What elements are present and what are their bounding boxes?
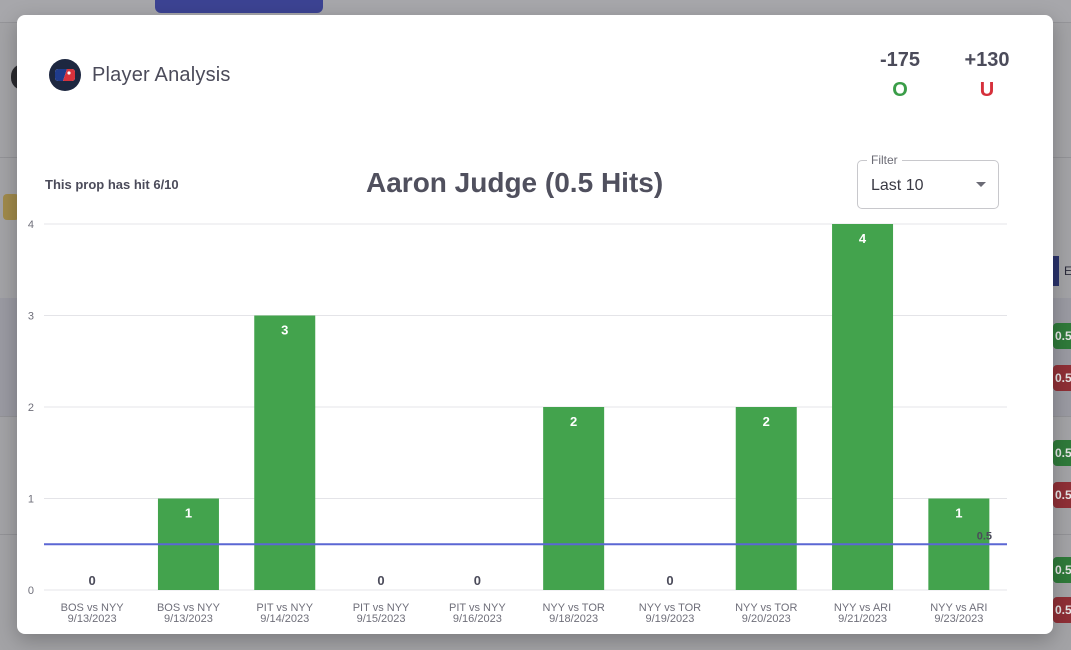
bar	[832, 224, 894, 590]
background-chip	[3, 194, 19, 220]
bar-value-label: 2	[763, 414, 770, 429]
under-odds[interactable]: +130 U	[947, 49, 1027, 102]
mlb-logo-icon	[49, 59, 81, 91]
x-tick-label: BOS vs NYY	[61, 602, 125, 614]
bar	[254, 315, 316, 590]
bar-value-label: 1	[185, 506, 192, 521]
under-side-label: U	[979, 79, 995, 101]
prop-hit-rate: This prop has hit 6/10	[45, 177, 179, 192]
bar-value-label: 4	[859, 231, 867, 246]
x-tick-label: BOS vs NYY	[157, 602, 221, 614]
y-tick-label: 3	[28, 311, 34, 323]
y-tick-label: 1	[28, 494, 34, 506]
x-tick-date: 9/18/2023	[549, 613, 598, 625]
x-tick-date: 9/13/2023	[164, 613, 213, 625]
x-tick-date: 9/23/2023	[934, 613, 983, 625]
background-button-text: E	[1064, 264, 1071, 278]
x-tick-date: 9/20/2023	[742, 613, 791, 625]
x-tick-date: 9/21/2023	[838, 613, 887, 625]
background-over-pill: 0.5	[1053, 440, 1071, 466]
chevron-down-icon	[976, 182, 986, 187]
x-tick-label: NYY vs ARI	[834, 602, 891, 614]
over-price: -175	[879, 49, 921, 71]
x-tick-label: PIT vs NYY	[256, 602, 313, 614]
background-button	[1050, 256, 1059, 286]
x-tick-date: 9/19/2023	[645, 613, 694, 625]
bar-value-label: 0	[474, 573, 481, 588]
background-under-pill: 0.5	[1053, 597, 1071, 623]
background-over-pill: 0.5	[1053, 323, 1071, 349]
threshold-label: 0.5	[977, 530, 992, 542]
x-tick-date: 9/14/2023	[260, 613, 309, 625]
filter-value: Last 10	[871, 177, 924, 194]
x-tick-label: NYY vs TOR	[542, 602, 604, 614]
over-odds[interactable]: -175 O	[860, 49, 940, 102]
background-under-pill: 0.5	[1053, 365, 1071, 391]
background-under-pill: 0.5	[1053, 482, 1071, 508]
bar-value-label: 3	[281, 323, 288, 338]
bar-value-label: 0	[377, 573, 384, 588]
background-over-pill: 0.5	[1053, 557, 1071, 583]
chart-title: Aaron Judge (0.5 Hits)	[366, 167, 664, 198]
over-side-label: O	[892, 79, 908, 101]
modal-title: Player Analysis	[92, 64, 231, 86]
y-tick-label: 2	[28, 402, 34, 414]
bar	[543, 407, 605, 590]
bar-value-label: 0	[89, 573, 96, 588]
under-price: +130	[964, 49, 1010, 71]
x-tick-label: NYY vs ARI	[930, 602, 987, 614]
x-tick-date: 9/16/2023	[453, 613, 502, 625]
x-tick-label: NYY vs TOR	[639, 602, 701, 614]
y-tick-label: 0	[28, 585, 34, 597]
x-tick-date: 9/15/2023	[357, 613, 406, 625]
bar-value-label: 2	[570, 414, 577, 429]
player-analysis-modal: Player Analysis -175 O +130 U This prop …	[17, 15, 1053, 634]
background-active-tab	[155, 0, 323, 13]
y-tick-label: 4	[28, 219, 34, 231]
bar-value-label: 1	[955, 506, 962, 521]
bar-value-label: 0	[666, 573, 673, 588]
x-tick-label: PIT vs NYY	[449, 602, 506, 614]
filter-select[interactable]: Filter Last 10	[857, 153, 999, 209]
x-tick-label: NYY vs TOR	[735, 602, 797, 614]
filter-label: Filter	[867, 153, 902, 167]
x-tick-date: 9/13/2023	[68, 613, 117, 625]
bar	[735, 407, 797, 590]
x-tick-label: PIT vs NYY	[353, 602, 410, 614]
